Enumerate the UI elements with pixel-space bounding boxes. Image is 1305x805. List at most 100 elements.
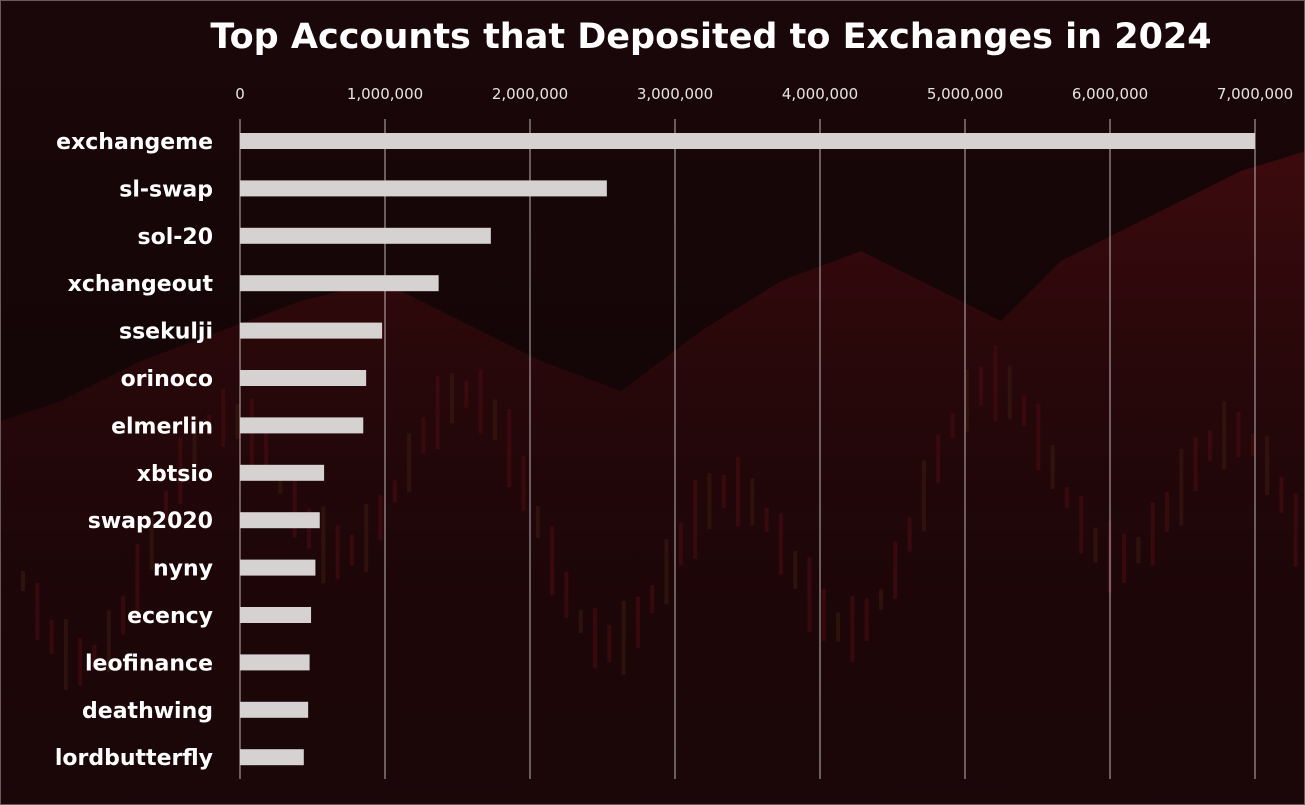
- gridlines: [239, 119, 1256, 779]
- bar: [240, 180, 607, 197]
- background-candle: [221, 388, 226, 447]
- background-candle: [707, 473, 712, 530]
- background-candle: [850, 595, 855, 662]
- background-candle: [307, 508, 311, 549]
- background-candle: [1036, 403, 1041, 471]
- category-label: deathwing: [82, 699, 213, 724]
- background-candle: [421, 417, 426, 454]
- bar: [240, 607, 312, 623]
- background-candle: [1150, 502, 1155, 566]
- x-tick-label: 6,000,000: [1072, 85, 1148, 103]
- category-label: nyny: [153, 557, 213, 582]
- background-candle: [349, 534, 354, 566]
- chart-title: Top Accounts that Deposited to Exchanges…: [210, 17, 1211, 57]
- background-candle: [778, 513, 783, 575]
- background-candle: [78, 637, 83, 686]
- bars: [240, 133, 1255, 766]
- x-tick-label: 4,000,000: [782, 85, 858, 103]
- background-candle: [1250, 433, 1255, 456]
- background-candle: [635, 596, 640, 648]
- background-candle: [750, 478, 755, 526]
- background-candle: [1279, 476, 1284, 513]
- category-label: xbtsio: [137, 462, 213, 487]
- background-candle: [1022, 395, 1026, 426]
- background-area: [1, 151, 1304, 804]
- background-candle: [106, 610, 111, 673]
- background-candle: [1265, 436, 1270, 496]
- background-candle: [1136, 537, 1141, 564]
- background-candle: [1236, 412, 1241, 458]
- x-tick-label: 5,000,000: [927, 85, 1003, 103]
- background-candle: [736, 456, 740, 527]
- category-label: xchangeout: [68, 272, 214, 297]
- background-candle: [192, 421, 197, 466]
- background-candle: [121, 595, 126, 635]
- background-candle: [650, 585, 655, 614]
- background-candle: [63, 619, 68, 691]
- category-label: sol-20: [138, 225, 214, 250]
- background-candle: [578, 610, 583, 634]
- background-candle: [149, 517, 154, 571]
- background-candle: [1064, 487, 1069, 509]
- category-label: orinoco: [121, 367, 213, 392]
- background-candle: [1050, 445, 1055, 490]
- x-axis-tick-labels: 0 1,000,000 2,000,000 3,000,000 4,000,000 5,0…: [235, 85, 1293, 103]
- x-tick-label: 3,000,000: [637, 85, 713, 103]
- background-candle: [49, 619, 54, 654]
- background-candle: [1165, 491, 1169, 532]
- background-candle: [264, 431, 269, 481]
- category-label: leofinance: [85, 651, 213, 676]
- background-candle: [450, 373, 454, 424]
- background-candle: [135, 543, 140, 620]
- background-candle: [893, 541, 898, 599]
- background-candle: [92, 644, 97, 670]
- background-candle: [664, 539, 669, 605]
- background-candle: [1122, 533, 1127, 583]
- background-candle: [535, 506, 540, 539]
- background-candle: [335, 525, 340, 580]
- x-tick-label: 1,000,000: [347, 85, 423, 103]
- background-candle: [936, 434, 941, 483]
- background-candle: [864, 598, 869, 642]
- background-candle: [621, 600, 626, 675]
- background-candle: [206, 414, 211, 436]
- bar: [240, 322, 383, 339]
- background-candle: [593, 608, 597, 669]
- background-candle: [21, 571, 25, 591]
- background-candle: [550, 526, 555, 596]
- background-candle: [921, 460, 926, 532]
- background-candle: [950, 412, 955, 438]
- background-candle: [407, 433, 412, 493]
- background-candle: [821, 588, 826, 641]
- bar: [240, 559, 316, 576]
- bar: [240, 275, 439, 292]
- background-candle: [1093, 527, 1098, 563]
- category-label: sl-swap: [119, 177, 213, 202]
- background-candle: [464, 380, 469, 408]
- background-candle: [1079, 495, 1084, 554]
- bar: [240, 701, 309, 718]
- background-candle: [693, 479, 698, 559]
- background-candle: [321, 506, 326, 584]
- background-candle: [478, 369, 483, 434]
- background-candle: [521, 455, 526, 511]
- category-label: ssekulji: [119, 320, 213, 345]
- background-candle: [164, 490, 168, 521]
- background-candle: [35, 582, 40, 640]
- bar: [240, 749, 304, 766]
- background-candle: [607, 625, 612, 663]
- background-candle: [378, 495, 383, 541]
- background-candle: [879, 589, 883, 610]
- background-candle: [564, 571, 569, 618]
- background-candle: [178, 437, 183, 505]
- background-candle: [807, 557, 812, 633]
- category-label: ecency: [127, 604, 213, 629]
- background-candle: [1179, 448, 1184, 526]
- background-candle: [1207, 430, 1212, 462]
- bar: [240, 417, 364, 434]
- background-candle: [435, 376, 440, 450]
- bar: [240, 133, 1255, 149]
- background-candle: [292, 474, 297, 538]
